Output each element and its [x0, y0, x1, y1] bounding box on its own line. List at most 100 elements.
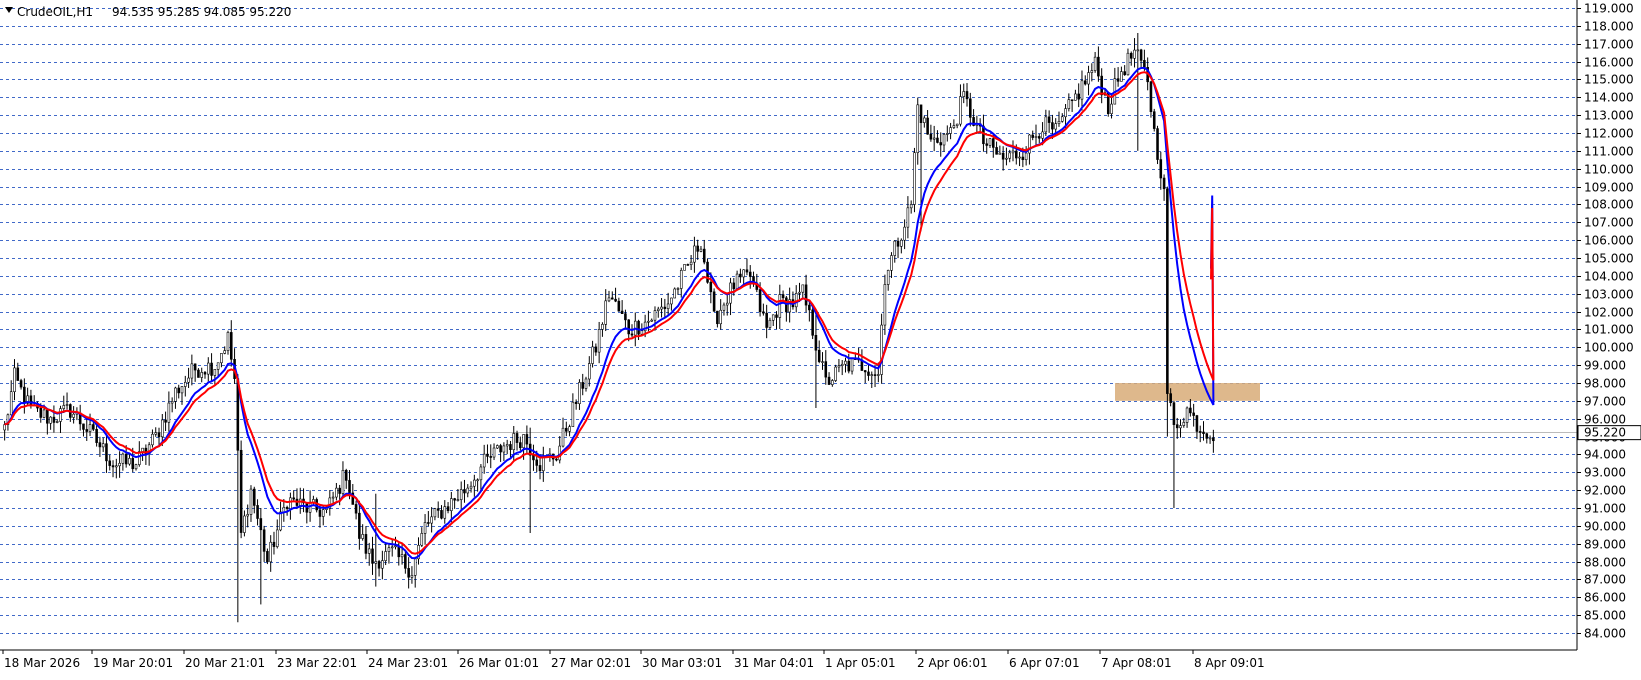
candle-body	[565, 427, 568, 432]
candle-body	[1126, 52, 1130, 76]
candle-body	[1202, 431, 1205, 434]
candle-body	[82, 423, 85, 430]
dropdown-triangle-icon[interactable]	[5, 7, 13, 13]
candle-body	[1064, 108, 1067, 118]
candle	[436, 501, 440, 518]
candle	[788, 287, 791, 323]
candle-body	[574, 401, 578, 404]
resistance-zone[interactable]	[1115, 383, 1260, 401]
candle-body	[670, 297, 673, 305]
candle	[607, 290, 611, 303]
candle-body	[656, 308, 660, 311]
candle	[778, 284, 782, 329]
candle-body	[187, 377, 190, 383]
candle-body	[801, 284, 805, 293]
time-axis[interactable]: 18 Mar 2026 19 Mar 20:01 20 Mar 21:01 23 Ma…	[2, 650, 1265, 670]
candle-body	[13, 367, 16, 393]
price-tick-label: 97.000	[1584, 395, 1626, 409]
candle	[443, 500, 447, 524]
candle	[1169, 388, 1172, 407]
candle-body	[870, 374, 874, 376]
candle-body	[748, 271, 752, 277]
candle	[180, 386, 184, 405]
candle	[167, 391, 171, 432]
candle-body	[249, 488, 253, 515]
candle	[177, 384, 181, 399]
candle-body	[620, 310, 624, 314]
candle-body	[121, 453, 125, 464]
candle	[565, 421, 568, 437]
candle-body	[167, 402, 171, 423]
candle	[913, 147, 916, 213]
candle-body	[1156, 128, 1159, 160]
candle-body	[259, 518, 263, 531]
candle-body	[374, 561, 378, 564]
candle	[151, 429, 154, 448]
candle	[870, 371, 874, 388]
candle-body	[519, 442, 522, 449]
candle-body	[798, 291, 801, 294]
candle	[394, 536, 397, 550]
candle-body	[781, 294, 785, 299]
candle-body	[404, 554, 407, 569]
candle	[105, 433, 108, 473]
candle	[328, 490, 332, 516]
candle-body	[131, 458, 135, 470]
candle	[482, 444, 486, 474]
candle	[578, 379, 581, 410]
candle	[798, 282, 801, 302]
candle-body	[643, 321, 647, 332]
candle	[184, 375, 187, 397]
candle-body	[410, 575, 414, 578]
candle-body	[220, 353, 223, 364]
candle-body	[203, 372, 207, 375]
candle-body	[742, 269, 745, 278]
moving-average-line	[4, 71, 1215, 555]
candle	[719, 299, 722, 330]
price-tick-label: 108.000	[1584, 198, 1634, 212]
candle-body	[955, 123, 959, 126]
ohlc-values: 94.535 95.285 94.085 95.220	[112, 5, 291, 19]
candle-body	[1166, 188, 1169, 394]
candle-body	[850, 358, 854, 372]
candle	[594, 343, 598, 356]
candle-body	[427, 522, 430, 524]
candle	[1198, 425, 1202, 443]
candle-body	[3, 424, 6, 431]
time-tick-label: 30 Mar 03:01	[642, 656, 722, 670]
candle-body	[1008, 152, 1012, 159]
candle	[371, 536, 374, 575]
candle-body	[492, 447, 496, 458]
candle-body	[344, 470, 348, 481]
candle	[275, 519, 279, 549]
candle-body	[735, 273, 739, 290]
candle	[1070, 99, 1074, 112]
candle-body	[9, 391, 13, 416]
candle	[995, 141, 998, 155]
candle-body	[88, 424, 92, 432]
candle	[259, 508, 263, 605]
candle	[771, 314, 775, 326]
candle-body	[335, 487, 338, 498]
candle	[693, 236, 696, 273]
price-tick-label: 92.000	[1584, 484, 1626, 498]
candle	[1120, 66, 1123, 82]
candle-body	[709, 282, 713, 293]
candle	[190, 354, 194, 386]
time-tick-label: 2 Apr 06:01	[917, 656, 988, 670]
candle-body	[604, 300, 608, 325]
price-axis[interactable]: 119.000 118.000 117.000 116.000 115.000 114.0…	[1577, 2, 1641, 641]
candle	[509, 440, 512, 459]
candle-body	[525, 434, 529, 445]
candle-body	[804, 284, 808, 306]
candle-body	[926, 117, 929, 135]
candle-body	[1195, 415, 1199, 432]
price-tick-label: 107.000	[1584, 216, 1634, 230]
candle-body	[814, 334, 818, 351]
candle-body	[1037, 136, 1041, 139]
candle	[673, 287, 676, 299]
price-tick-label: 115.000	[1584, 73, 1634, 87]
